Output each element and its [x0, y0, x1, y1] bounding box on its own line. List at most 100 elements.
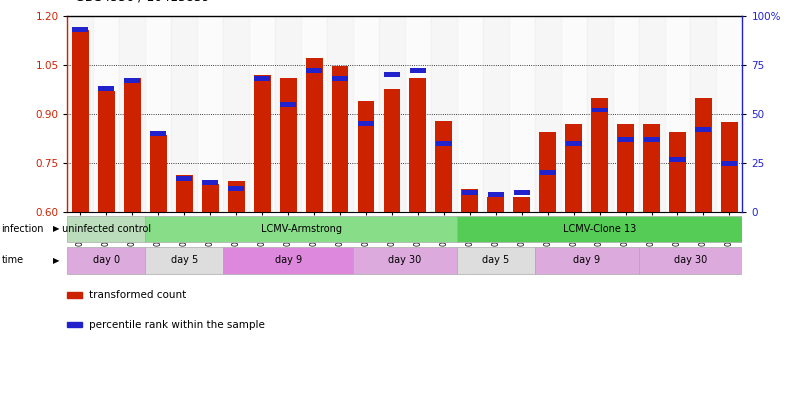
- Bar: [357, 101, 375, 212]
- Bar: [410, 78, 426, 212]
- Bar: [617, 124, 634, 212]
- Bar: [276, 16, 301, 212]
- Bar: [176, 176, 192, 181]
- Bar: [431, 16, 457, 212]
- Bar: [254, 75, 271, 212]
- Bar: [72, 27, 88, 32]
- Bar: [150, 135, 167, 212]
- Text: ▶: ▶: [53, 256, 60, 265]
- Bar: [332, 66, 349, 212]
- Text: time: time: [2, 255, 24, 265]
- Text: day 9: day 9: [573, 255, 600, 265]
- Bar: [98, 91, 115, 212]
- Bar: [254, 76, 270, 81]
- Bar: [410, 68, 426, 73]
- Bar: [72, 30, 89, 212]
- Bar: [202, 180, 218, 185]
- Bar: [483, 16, 509, 212]
- Bar: [125, 78, 141, 83]
- Text: day 5: day 5: [171, 255, 198, 265]
- Bar: [172, 16, 197, 212]
- FancyBboxPatch shape: [457, 216, 742, 242]
- Text: LCMV-Armstrong: LCMV-Armstrong: [260, 224, 341, 234]
- Bar: [228, 186, 245, 191]
- Text: infection: infection: [2, 224, 44, 234]
- Bar: [592, 108, 607, 112]
- Bar: [306, 68, 322, 73]
- Bar: [280, 102, 296, 107]
- Bar: [488, 197, 504, 212]
- Bar: [613, 16, 638, 212]
- Bar: [67, 292, 83, 298]
- FancyBboxPatch shape: [145, 216, 457, 242]
- Bar: [561, 16, 587, 212]
- Bar: [150, 131, 167, 136]
- Bar: [587, 16, 613, 212]
- Bar: [488, 192, 504, 197]
- Bar: [249, 16, 276, 212]
- Text: LCMV-Clone 13: LCMV-Clone 13: [563, 224, 636, 234]
- Bar: [197, 16, 223, 212]
- Bar: [565, 124, 582, 212]
- Bar: [145, 16, 172, 212]
- Bar: [98, 86, 114, 91]
- Bar: [223, 16, 249, 212]
- Text: day 5: day 5: [482, 255, 510, 265]
- Bar: [722, 161, 738, 165]
- Text: day 30: day 30: [388, 255, 422, 265]
- Bar: [716, 16, 742, 212]
- Text: ▶: ▶: [53, 224, 60, 233]
- Bar: [332, 76, 348, 81]
- Bar: [202, 184, 218, 212]
- FancyBboxPatch shape: [145, 247, 223, 274]
- Bar: [643, 137, 660, 142]
- FancyBboxPatch shape: [534, 247, 638, 274]
- Text: day 9: day 9: [275, 255, 302, 265]
- Bar: [457, 16, 483, 212]
- Bar: [301, 16, 327, 212]
- Text: day 0: day 0: [93, 255, 120, 265]
- Bar: [618, 137, 634, 142]
- Bar: [327, 16, 353, 212]
- Bar: [119, 16, 145, 212]
- Bar: [461, 189, 478, 212]
- Bar: [436, 141, 452, 146]
- Bar: [67, 322, 83, 327]
- Bar: [509, 16, 534, 212]
- Bar: [306, 58, 322, 212]
- FancyBboxPatch shape: [457, 247, 534, 274]
- Bar: [539, 132, 556, 212]
- FancyBboxPatch shape: [67, 216, 145, 242]
- Bar: [384, 90, 400, 212]
- Bar: [513, 197, 530, 212]
- FancyBboxPatch shape: [223, 247, 353, 274]
- Bar: [669, 157, 685, 162]
- Bar: [696, 127, 711, 132]
- Bar: [228, 181, 245, 212]
- Bar: [643, 124, 660, 212]
- FancyBboxPatch shape: [353, 247, 457, 274]
- Bar: [405, 16, 431, 212]
- Bar: [721, 122, 738, 212]
- Bar: [358, 121, 374, 126]
- Bar: [592, 97, 608, 212]
- Text: day 30: day 30: [674, 255, 707, 265]
- Bar: [565, 141, 582, 146]
- Text: uninfected control: uninfected control: [62, 224, 151, 234]
- Bar: [279, 78, 297, 212]
- Bar: [67, 16, 94, 212]
- Bar: [534, 16, 561, 212]
- Bar: [175, 174, 193, 212]
- Bar: [379, 16, 405, 212]
- Bar: [124, 78, 141, 212]
- Text: GDS4556 / 10413839: GDS4556 / 10413839: [75, 0, 210, 4]
- Text: transformed count: transformed count: [89, 290, 187, 300]
- FancyBboxPatch shape: [67, 247, 145, 274]
- Bar: [462, 190, 478, 195]
- Bar: [669, 132, 686, 212]
- FancyBboxPatch shape: [638, 247, 742, 274]
- Bar: [353, 16, 379, 212]
- Bar: [665, 16, 691, 212]
- Bar: [435, 121, 453, 212]
- Bar: [384, 72, 400, 77]
